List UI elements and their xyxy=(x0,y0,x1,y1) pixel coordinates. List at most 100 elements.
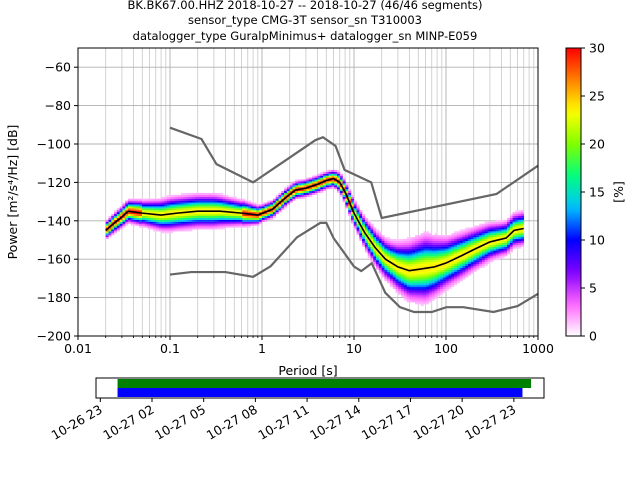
psd-cell xyxy=(169,227,173,230)
psd-cell xyxy=(515,240,519,243)
psd-cell xyxy=(203,204,207,207)
psd-cell xyxy=(183,204,187,207)
psd-cell xyxy=(337,183,341,186)
psd-cell xyxy=(454,267,458,270)
psd-cell xyxy=(420,256,424,259)
psd-cell xyxy=(256,217,260,220)
psd-cell xyxy=(479,256,483,259)
psd-cell xyxy=(520,217,525,220)
psd-cell xyxy=(295,196,299,199)
psd-cell xyxy=(417,273,421,276)
psd-cell xyxy=(440,275,444,278)
psd-cell xyxy=(501,223,505,226)
psd-cell xyxy=(364,217,368,220)
psd-cell xyxy=(401,281,405,284)
psd-cell xyxy=(197,212,201,215)
psd-cell xyxy=(219,221,224,224)
psd-cell xyxy=(465,239,469,241)
psd-cell xyxy=(169,219,173,222)
psd-cell xyxy=(454,281,458,284)
psd-cell xyxy=(415,285,419,288)
psd-cell xyxy=(350,214,355,217)
psd-cell xyxy=(504,219,508,222)
psd-cell xyxy=(520,231,525,234)
psd-cell xyxy=(250,223,254,226)
psd-cell xyxy=(462,240,466,243)
psd-cell xyxy=(158,206,162,209)
psd-cell xyxy=(465,240,469,243)
psd-cell xyxy=(401,244,405,247)
psd-cell xyxy=(127,217,132,220)
psd-cell xyxy=(236,206,240,209)
psd-cell xyxy=(359,231,363,234)
psd-cell xyxy=(381,269,385,272)
psd-cell xyxy=(317,177,321,180)
psd-cell xyxy=(303,181,307,184)
psd-cell xyxy=(389,275,394,278)
psd-cell xyxy=(417,287,421,289)
psd-cell xyxy=(359,219,363,222)
psd-cell xyxy=(445,258,449,261)
psd-cell xyxy=(462,244,466,247)
psd-cell xyxy=(406,263,410,266)
psd-cell xyxy=(479,263,483,266)
psd-cell xyxy=(250,206,254,209)
psd-cell xyxy=(459,235,463,238)
psd-cell xyxy=(122,215,126,218)
psd-cell xyxy=(442,250,447,253)
psd-cell xyxy=(261,204,265,207)
psd-cell xyxy=(512,235,516,238)
psd-cell xyxy=(398,283,402,286)
psd-cell xyxy=(440,248,444,251)
psd-cell xyxy=(197,204,201,207)
psd-cell xyxy=(183,210,187,213)
psd-cell xyxy=(476,250,480,253)
psd-cell xyxy=(504,248,508,251)
psd-cell xyxy=(417,290,421,293)
psd-cell xyxy=(300,181,304,184)
psd-cell xyxy=(348,196,352,199)
psd-cell xyxy=(147,221,151,224)
psd-cell xyxy=(306,194,310,197)
psd-cell xyxy=(381,235,385,238)
psd-cell xyxy=(339,192,343,195)
psd-cell xyxy=(389,279,394,282)
psd-cell xyxy=(169,210,173,213)
psd-cell xyxy=(493,227,497,230)
psd-cell xyxy=(141,219,146,222)
psd-cell xyxy=(114,210,118,213)
psd-cell xyxy=(127,208,132,211)
psd-cell xyxy=(233,202,237,205)
psd-cell xyxy=(392,254,396,257)
psd-cell xyxy=(147,198,151,201)
psd-cell xyxy=(495,235,499,238)
psd-cell xyxy=(417,294,421,297)
psd-cell xyxy=(428,279,433,282)
psd-cell xyxy=(515,244,519,247)
psd-cell xyxy=(398,244,402,247)
psd-cell xyxy=(362,221,366,224)
psd-cell xyxy=(256,206,260,209)
psd-cell xyxy=(337,185,341,188)
psd-cell xyxy=(339,191,343,193)
psd-cell xyxy=(275,198,279,201)
psd-cell xyxy=(476,260,480,263)
psd-cell xyxy=(481,246,486,249)
psd-cell xyxy=(222,208,226,211)
psd-cell xyxy=(501,235,505,238)
psd-cell xyxy=(434,290,438,293)
psd-cell xyxy=(507,227,511,230)
psd-cell xyxy=(362,237,366,240)
psd-cell xyxy=(289,200,293,203)
psd-cell xyxy=(415,300,419,303)
psd-cell xyxy=(470,240,474,243)
psd-cell xyxy=(509,227,513,230)
psd-cell xyxy=(125,204,129,207)
psd-cell xyxy=(256,210,260,213)
psd-cell xyxy=(459,260,463,263)
psd-cell xyxy=(512,246,516,249)
psd-cell xyxy=(420,285,424,288)
psd-cell xyxy=(434,256,438,259)
noise-models xyxy=(169,126,539,314)
psd-cell xyxy=(406,242,410,245)
